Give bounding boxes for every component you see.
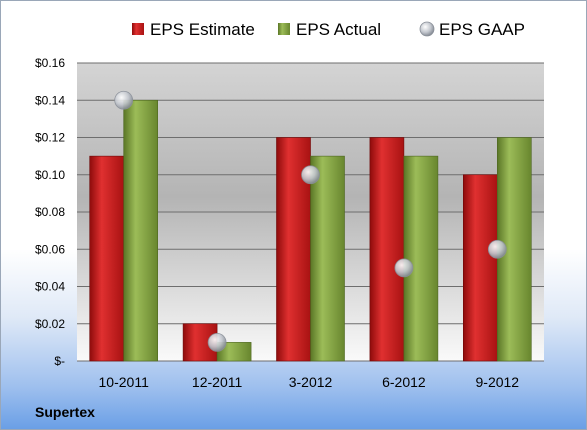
y-tick-label: $0.04 bbox=[35, 280, 65, 294]
y-tick-label: $0.12 bbox=[35, 131, 65, 145]
point-eps-gaap-6-2012 bbox=[394, 258, 414, 278]
bar-eps-actual-6-2012 bbox=[403, 155, 439, 362]
legend-label: EPS Estimate bbox=[150, 20, 255, 39]
x-category-label: 10-2011 bbox=[99, 374, 150, 390]
legend-swatch bbox=[132, 23, 144, 35]
x-category-label: 9-2012 bbox=[476, 374, 520, 390]
y-tick-label: $0.06 bbox=[35, 242, 65, 256]
legend-label: EPS Actual bbox=[296, 20, 381, 39]
y-tick-label: $0.10 bbox=[35, 168, 65, 182]
company-name: Supertex bbox=[35, 404, 95, 420]
legend-swatch bbox=[278, 23, 290, 35]
y-tick-label: $0.02 bbox=[35, 317, 65, 331]
legend-label: EPS GAAP bbox=[439, 20, 525, 39]
y-tick-label: $0.08 bbox=[35, 205, 65, 219]
bar-eps-actual-10-2011 bbox=[123, 99, 158, 362]
point-eps-gaap-12-2011 bbox=[207, 332, 227, 352]
y-tick-label: $0.14 bbox=[35, 93, 65, 107]
point-eps-gaap-9-2012 bbox=[487, 239, 507, 259]
bar-eps-actual-3-2012 bbox=[310, 155, 345, 362]
point-eps-gaap-10-2011 bbox=[114, 90, 134, 110]
legend-swatch bbox=[419, 21, 435, 37]
point-eps-gaap-3-2012 bbox=[301, 165, 320, 185]
y-tick-label: $- bbox=[54, 354, 65, 368]
x-category-label: 6-2012 bbox=[382, 374, 426, 390]
y-tick-label: $0.16 bbox=[35, 56, 65, 70]
x-category-label: 3-2012 bbox=[289, 374, 333, 390]
bar-eps-estimate-6-2012 bbox=[369, 137, 405, 362]
x-category-label: 12-2011 bbox=[192, 374, 243, 390]
bar-eps-estimate-9-2012 bbox=[462, 174, 498, 362]
bar-eps-estimate-10-2011 bbox=[89, 155, 124, 362]
